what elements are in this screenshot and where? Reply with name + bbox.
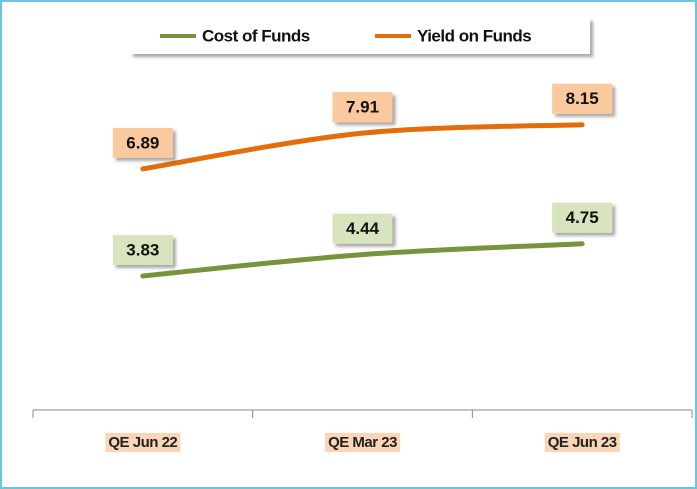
- x-tick-label: QE Jun 22: [108, 434, 177, 451]
- data-label-bg: [552, 202, 613, 233]
- data-label-bg: [552, 83, 613, 114]
- data-label: 4.44: [346, 219, 380, 238]
- data-label: 6.89: [126, 133, 159, 152]
- data-label-bg: [112, 234, 173, 265]
- data-label: 8.15: [566, 89, 599, 108]
- data-label-bg: [112, 127, 173, 158]
- series-line: [140, 122, 585, 172]
- legend-box: [130, 18, 590, 54]
- data-label: 7.91: [346, 98, 379, 117]
- legend-label: Yield on Funds: [417, 26, 531, 45]
- x-tick-label-bg: [105, 432, 181, 452]
- x-tick-label: QE Mar 23: [328, 434, 397, 451]
- legend-label: Cost of Funds: [202, 26, 310, 45]
- data-label-bg: [332, 92, 393, 123]
- x-tick-label-bg: [544, 432, 620, 452]
- series-line: [140, 241, 585, 279]
- data-label: 3.83: [126, 240, 159, 259]
- data-label-bg: [332, 213, 393, 244]
- x-tick-label: QE Jun 23: [548, 434, 617, 451]
- data-label: 4.75: [566, 208, 599, 227]
- x-tick-label-bg: [325, 432, 401, 452]
